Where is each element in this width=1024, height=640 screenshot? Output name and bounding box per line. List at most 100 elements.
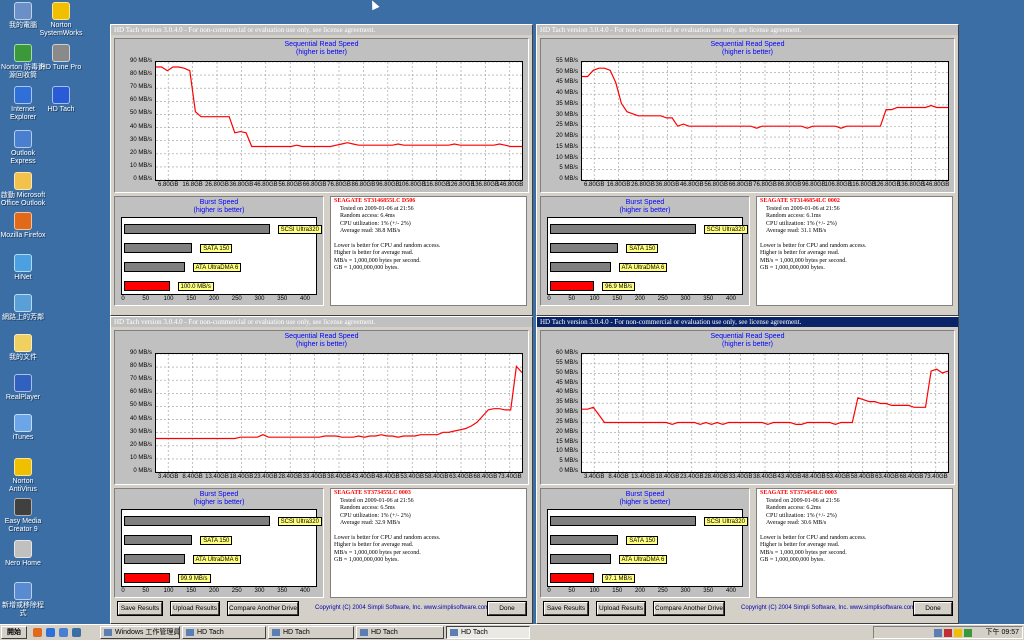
chart-title: Sequential Read Speed (higher is better) (115, 41, 528, 57)
done-button[interactable]: Done (487, 601, 527, 616)
desktop-icon-label: HiNet (14, 274, 32, 281)
y-tick-label: 20 MB/s (129, 441, 152, 448)
chart-title-text: Sequential Read Speed (710, 41, 785, 48)
burst-tick-label: 200 (208, 296, 219, 302)
read-speed-line (582, 67, 948, 129)
x-tick-label: 73.40GB (923, 474, 948, 480)
copyright-text: Copyright (C) 2004 Simpli Software, Inc.… (741, 605, 916, 611)
read-speed-svg (582, 354, 948, 472)
norton-tray-icon[interactable] (954, 629, 962, 637)
taskbar-hd-tach[interactable]: HD Tach (182, 626, 266, 639)
y-tick-label: 90 MB/s (129, 58, 152, 64)
x-tick-label: 36.80GB (655, 182, 680, 188)
x-tick-label: 33.40GB (728, 474, 753, 480)
ie-quicklaunch-icon[interactable] (46, 628, 55, 637)
upload-results-button[interactable]: Upload Results (596, 601, 646, 616)
x-tick-label: 126.80GB (447, 182, 475, 188)
x-tick-label: 28.40GB (704, 474, 729, 480)
done-button[interactable]: Done (913, 601, 953, 616)
desktop-icon-nero-home[interactable]: Nero Home (0, 540, 46, 568)
desktop-icon-firefox[interactable]: Mozilla Firefox (0, 212, 46, 240)
upload-results-button[interactable]: Upload Results (170, 601, 220, 616)
norton-av-icon (14, 44, 32, 62)
burst-plot: SCSI Ultra320 SATA 150 ATA UltraDMA 6 96.9 … (547, 217, 748, 295)
read-speed-plot (581, 61, 949, 181)
desktop-icon-new-shortcut[interactable]: 新增或移除程 式 (0, 582, 46, 618)
desktop-icon-label: 我的電腦 (9, 22, 37, 29)
compare-drive-button[interactable]: Compare Another Drive (227, 601, 299, 616)
start-button[interactable]: 開始 (1, 626, 27, 639)
desktop-icon-norton-antivirus[interactable]: Norton AntiVirus (0, 458, 46, 494)
x-tick-label: 18.40GB (655, 474, 680, 480)
burst-speed-panel: Burst Speed (higher is better) SCSI Ultra3… (540, 196, 750, 306)
desktop-icon-ie[interactable]: Internet Explorer (0, 86, 46, 122)
burst-tick-label: 300 (254, 296, 265, 302)
desktop-icon-itunes[interactable]: iTunes (0, 414, 46, 442)
my-documents-icon (14, 334, 32, 352)
window-title[interactable]: HD Tach version 3.0.4.0 - For non-commer… (537, 317, 958, 327)
desktop-icon-my-documents[interactable]: 我的文件 (0, 334, 46, 362)
desktop-icon-my-computer[interactable]: 我的電腦 (0, 2, 46, 30)
desktop-icon-network[interactable]: 網路上的芳鄰 (0, 294, 46, 322)
network-tray-icon[interactable] (964, 629, 972, 637)
y-tick-label: 60 MB/s (555, 350, 578, 356)
info-line: Higher is better for average read. (760, 542, 840, 548)
window-title[interactable]: HD Tach version 3.0.4.0 - For non-commer… (537, 25, 958, 35)
burst-bar (550, 535, 619, 545)
burst-bar-label: SCSI Ultra320 (703, 517, 748, 526)
chart-subtitle: (higher is better) (722, 341, 773, 348)
y-tick-label: 30 MB/s (129, 136, 152, 143)
outlook-quicklaunch-icon[interactable] (59, 628, 68, 637)
show-desktop-icon[interactable] (72, 628, 81, 637)
drive-name: SEAGATE ST3146854LC 0002 (760, 198, 840, 204)
x-tick-label: 68.40GB (473, 474, 498, 480)
chart-subtitle: (higher is better) (722, 49, 773, 56)
x-tick-label: 18.40GB (229, 474, 254, 480)
x-tick-label: 68.40GB (899, 474, 924, 480)
info-line: GB = 1,000,000,000 bytes. (760, 265, 825, 271)
burst-bar (124, 224, 270, 234)
desktop-icon-hinet[interactable]: HiNet (0, 254, 46, 282)
desktop-icon-hd-tune[interactable]: HD Tune Pro (38, 44, 84, 72)
drive-info-panel: SEAGATE ST3146855LC D506 Tested on 2009-0… (330, 196, 527, 306)
desktop-icon-office-outlook[interactable]: 啟動 Microsoft Office Outlook (0, 172, 46, 208)
system-tray: 下午 09:57 (873, 626, 1023, 639)
desktop-icon-label: 我的文件 (9, 354, 37, 361)
y-tick-label: 40 MB/s (129, 123, 152, 130)
burst-tick-label: 200 (634, 588, 645, 594)
burst-tick-label: 50 (142, 588, 150, 594)
taskbar-hd-tach[interactable]: HD Tach (356, 626, 444, 639)
y-tick-label: 0 MB/s (559, 176, 578, 182)
chart-title: Sequential Read Speed (higher is better) (541, 41, 954, 57)
desktop-icon-norton-systemworks[interactable]: Norton SystemWorks (38, 2, 84, 38)
volume-tray-icon[interactable] (934, 629, 942, 637)
info-line (760, 236, 949, 243)
desktop-icon-label: Norton 防毒資 源回收筒 (1, 64, 45, 79)
desktop-icon-realplayer[interactable]: RealPlayer (0, 374, 46, 402)
desktop-icon-label: 網路上的芳鄰 (2, 314, 44, 321)
drive-name: SEAGATE ST373455LC 0003 (334, 490, 411, 496)
security-tray-icon[interactable] (944, 629, 952, 637)
window-title[interactable]: HD Tach version 3.0.4.0 - For non-commer… (111, 25, 532, 35)
y-tick-label: 20 MB/s (555, 428, 578, 435)
taskbar-task-manager[interactable]: Windows 工作管理員 (100, 626, 180, 639)
hd-tach-window: HD Tach version 3.0.4.0 - For non-commer… (110, 316, 533, 624)
burst-speed-panel: Burst Speed (higher is better) SCSI Ultra3… (114, 488, 324, 598)
window-title[interactable]: HD Tach version 3.0.4.0 - For non-commer… (111, 317, 532, 327)
taskbar-hd-tach[interactable]: HD Tach (268, 626, 354, 639)
burst-tick-label: 350 (703, 296, 714, 302)
burst-tick-label: 100 (163, 588, 174, 594)
desktop-icon-hd-tach[interactable]: HD Tach (38, 86, 84, 114)
x-tick-label: 146.80GB (922, 182, 950, 188)
firefox-quicklaunch-icon[interactable] (33, 628, 42, 637)
taskbar-hd-tach[interactable]: HD Tach (446, 626, 530, 639)
compare-drive-button[interactable]: Compare Another Drive (653, 601, 725, 616)
desktop-icon-easy-media-creator[interactable]: Easy Media Creator 9 (0, 498, 46, 534)
burst-tick-label: 400 (299, 296, 310, 302)
burst-plot: SCSI Ultra320 SATA 150 ATA UltraDMA 6 97.1 … (547, 509, 748, 587)
desktop-icon-norton-av[interactable]: Norton 防毒資 源回收筒 (0, 44, 46, 80)
taskbar: 開始 Windows 工作管理員 HD Tach HD Tach HD Tach HD … (0, 624, 1024, 640)
save-results-button[interactable]: Save Results (543, 601, 589, 616)
save-results-button[interactable]: Save Results (117, 601, 163, 616)
desktop-icon-outlook-express[interactable]: Outlook Express (0, 130, 46, 166)
